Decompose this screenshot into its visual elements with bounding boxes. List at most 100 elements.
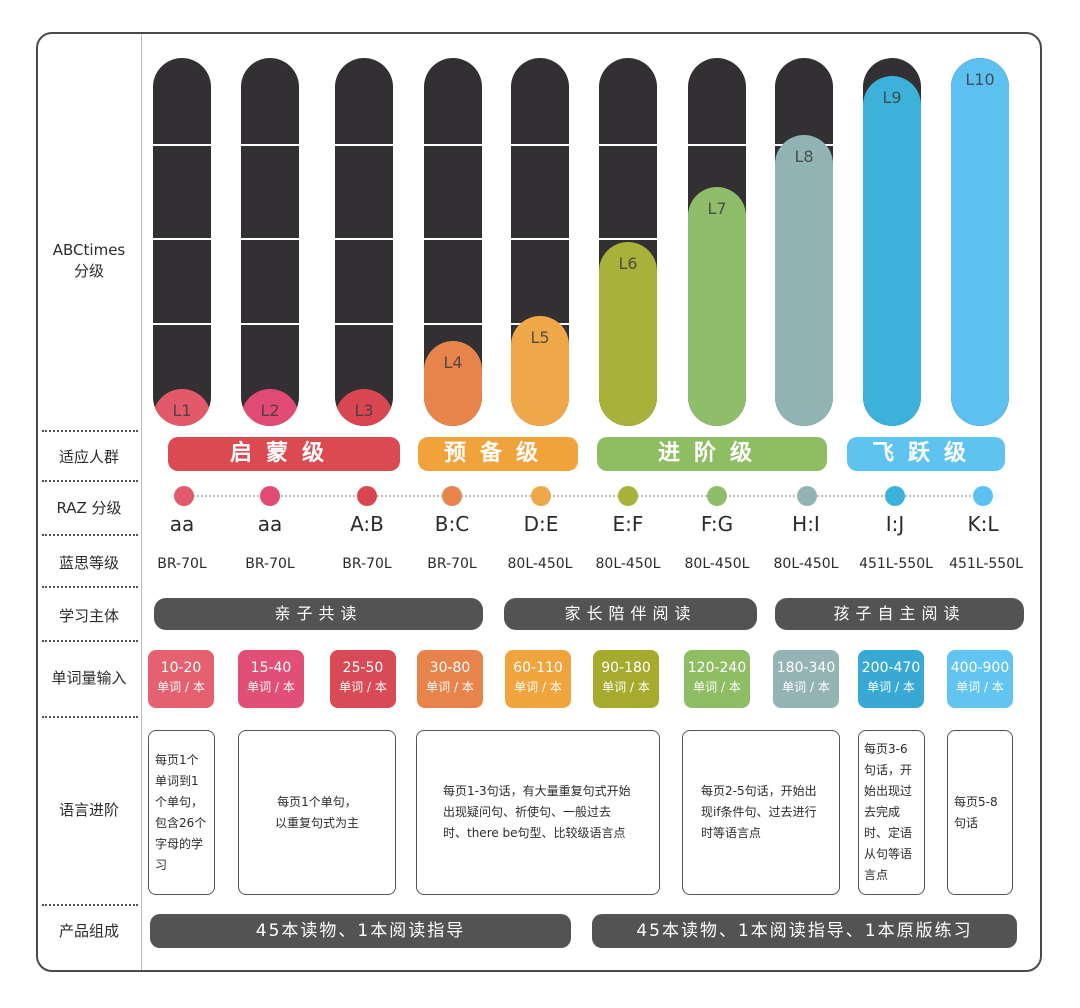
lexile-level: 80L-450L xyxy=(595,556,661,572)
level-label: L7 xyxy=(707,199,727,218)
row-label-lexile: 蓝思等级 xyxy=(58,554,119,572)
raz-dot xyxy=(260,486,280,506)
raz-dot xyxy=(797,486,817,506)
divider xyxy=(42,716,138,718)
audience-pill: 启蒙级 xyxy=(168,437,400,471)
raz-dot xyxy=(885,486,905,506)
lexile-level: 80L-450L xyxy=(507,556,573,572)
raz-level: A:B xyxy=(350,512,384,536)
raz-level: D:E xyxy=(523,512,559,536)
divider xyxy=(42,586,138,588)
vocab-unit: 单词 / 本 xyxy=(602,680,650,694)
level-bar: L4 xyxy=(424,58,482,426)
row-label-vocab: 单词量输入 xyxy=(51,669,127,687)
divider xyxy=(42,640,138,642)
language-text: 每页3-6句话，开始出现过去完成时、定语从句等语言点 xyxy=(864,742,913,882)
lexile-level: 451L-550L xyxy=(949,556,1023,572)
language-text: 每页1个单句，以重复句式为主 xyxy=(274,794,359,830)
language-box: 每页5-8句话 xyxy=(947,730,1013,895)
level-bar: L2 xyxy=(241,58,299,426)
level-label: L1 xyxy=(172,401,192,420)
bar-gridline xyxy=(153,144,211,146)
lexile-level: 80L-450L xyxy=(773,556,839,572)
language-text: 每页1-3句话，有大量重复句式开始出现疑问句、祈使句、一般过去时、there b… xyxy=(443,784,631,840)
level-fill xyxy=(775,135,833,426)
language-text: 每页1个单词到1个单句，包含26个字母的学习 xyxy=(155,752,207,872)
vocab-unit: 单词 / 本 xyxy=(247,680,295,694)
subject-pill: 孩子自主阅读 xyxy=(775,598,1024,630)
vocab-card: 25-50 单词 / 本 xyxy=(330,650,396,708)
level-label: L5 xyxy=(530,328,550,347)
product-pill: 45本读物、1本阅读指导 xyxy=(150,914,571,948)
lexile-level: BR-70L xyxy=(427,556,477,572)
raz-level: H:I xyxy=(792,512,820,536)
bar-gridline xyxy=(424,323,482,325)
raz-dot xyxy=(531,486,551,506)
language-text: 每页5-8句话 xyxy=(954,794,998,830)
subject-pill: 亲子共读 xyxy=(154,598,483,630)
raz-level: B:C xyxy=(434,512,470,536)
vocab-unit: 单词 / 本 xyxy=(693,680,741,694)
vocab-unit: 单词 / 本 xyxy=(514,680,562,694)
divider xyxy=(42,904,138,906)
vocab-unit: 单词 / 本 xyxy=(956,680,1004,694)
level-fill xyxy=(424,341,482,426)
raz-level: F:G xyxy=(700,512,734,536)
divider xyxy=(42,480,138,482)
vocab-unit: 单词 / 本 xyxy=(339,680,387,694)
level-label: L2 xyxy=(260,401,280,420)
vocab-unit: 单词 / 本 xyxy=(782,680,830,694)
raz-dot xyxy=(973,486,993,506)
vocab-card: 400-900 单词 / 本 xyxy=(947,650,1013,708)
level-fill xyxy=(863,76,921,426)
lexile-level: 80L-450L xyxy=(684,556,750,572)
level-label: L10 xyxy=(965,70,995,89)
raz-dot xyxy=(442,486,462,506)
level-label: L8 xyxy=(794,147,814,166)
level-fill xyxy=(599,242,657,426)
vocab-range: 15-40 xyxy=(250,660,292,676)
bar-gridline xyxy=(153,238,211,240)
subject-pill: 家长陪伴阅读 xyxy=(504,598,757,630)
lexile-level: BR-70L xyxy=(157,556,207,572)
bar-gridline xyxy=(153,323,211,325)
product-pill: 45本读物、1本阅读指导、1本原版练习 xyxy=(592,914,1017,948)
language-box: 每页2-5句话，开始出现if条件句、过去进行时等语言点 xyxy=(682,730,840,895)
row-label-audience: 适应人群 xyxy=(58,448,119,466)
vocab-card: 180-340 单词 / 本 xyxy=(773,650,839,708)
row-label-abctimes: ABCtimes 分级 xyxy=(52,241,126,280)
bar-gridline xyxy=(424,238,482,240)
language-box: 每页1-3句话，有大量重复句式开始出现疑问句、祈使句、一般过去时、there b… xyxy=(416,730,660,895)
row-label-language: 语言进阶 xyxy=(58,801,119,819)
divider xyxy=(42,534,138,536)
bar-gridline xyxy=(241,144,299,146)
raz-level: E:F xyxy=(612,512,644,536)
vocab-range: 200-470 xyxy=(861,660,921,676)
chart-frame xyxy=(36,32,1042,972)
level-bar: L5 xyxy=(511,58,569,426)
bar-gridline xyxy=(688,144,746,146)
level-bar: L3 xyxy=(335,58,393,426)
raz-level: I:J xyxy=(885,512,905,536)
language-box: 每页1个单句，以重复句式为主 xyxy=(238,730,396,895)
language-box: 每页3-6句话，开始出现过去完成时、定语从句等语言点 xyxy=(858,730,925,895)
bar-gridline xyxy=(335,238,393,240)
bar-gridline xyxy=(599,238,657,240)
raz-dot xyxy=(618,486,638,506)
level-bar: L8 xyxy=(775,58,833,426)
bar-gridline xyxy=(511,144,569,146)
audience-pill: 飞跃级 xyxy=(847,437,1005,471)
vocab-range: 180-340 xyxy=(776,660,836,676)
vocab-card: 90-180 单词 / 本 xyxy=(593,650,659,708)
vocab-range: 25-50 xyxy=(342,660,384,676)
raz-level: aa xyxy=(169,512,195,536)
row-label-raz: RAZ 分级 xyxy=(56,499,122,517)
vocab-range: 30-80 xyxy=(429,660,471,676)
row-label-product: 产品组成 xyxy=(58,922,119,940)
divider xyxy=(42,430,138,432)
level-label: L6 xyxy=(618,254,638,273)
vocab-card: 120-240 单词 / 本 xyxy=(684,650,750,708)
vocab-card: 200-470 单词 / 本 xyxy=(858,650,924,708)
bar-gridline xyxy=(241,323,299,325)
bar-gridline xyxy=(424,144,482,146)
